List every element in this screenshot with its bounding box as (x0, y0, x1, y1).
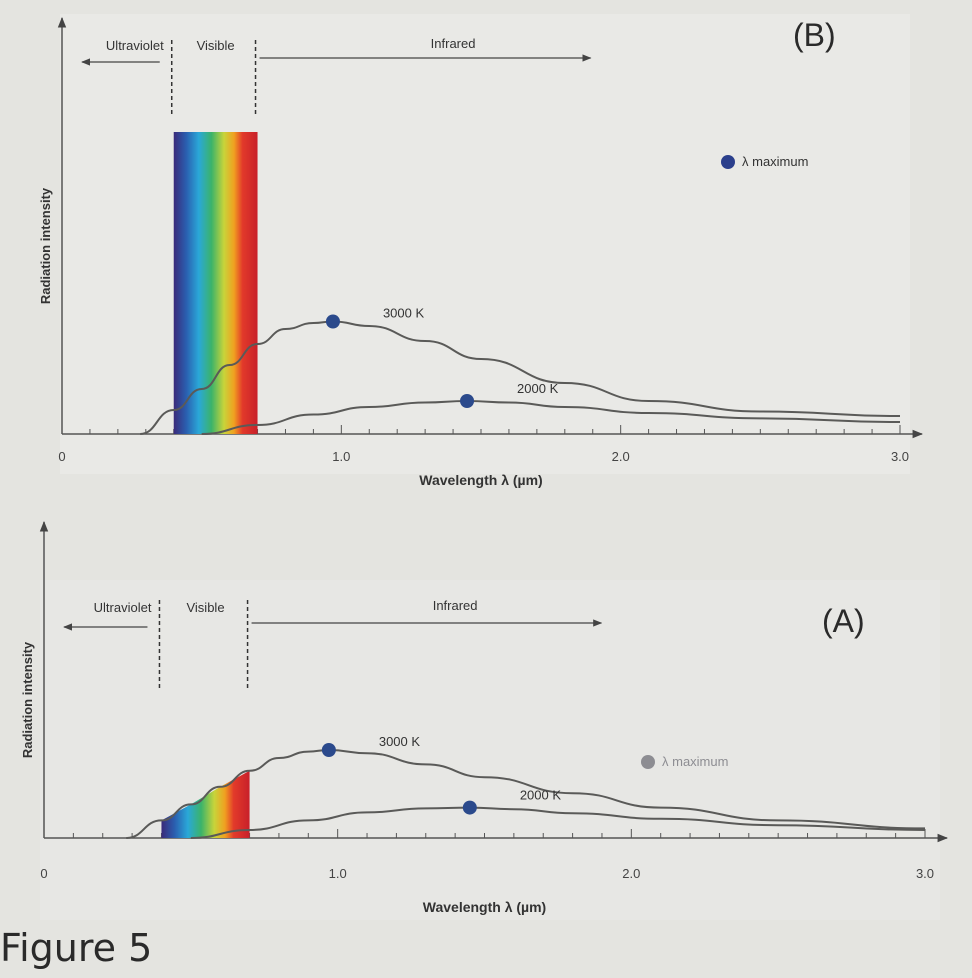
curve-2000k (201, 399, 901, 435)
x-tick-label: 0 (58, 449, 65, 464)
x-tick-label: 3.0 (891, 449, 909, 464)
legend-marker (641, 755, 655, 769)
region-label-visible: Visible (186, 600, 224, 615)
legend-marker (721, 155, 735, 169)
x-tick-label: 2.0 (612, 449, 630, 464)
curve-2000k (190, 806, 926, 839)
panel-b: 0 1.0 2.0 3.0 Wavelength λ (µm) Radiation int… (38, 16, 924, 488)
x-tick-label: 1.0 (329, 866, 347, 881)
visible-spectrum-band (173, 132, 258, 434)
x-tick-label: 3.0 (916, 866, 934, 881)
panel-label: (A) (822, 603, 865, 639)
series-label-3000k: 3000 K (379, 734, 421, 749)
peak-marker-2000k (462, 800, 477, 815)
series-label-2000k: 2000 K (517, 381, 559, 396)
curve-3000k (126, 748, 926, 839)
series-label-3000k: 3000 K (383, 306, 425, 321)
region-label-infrared: Infrared (433, 598, 478, 613)
region-label-visible: Visible (197, 38, 235, 53)
panel-label: (B) (793, 17, 836, 53)
x-tick-label: 0 (40, 866, 47, 881)
legend-label: λ maximum (662, 754, 728, 769)
region-label-infrared: Infrared (431, 36, 476, 51)
curve-3000k (140, 320, 901, 435)
legend-label: λ maximum (742, 154, 808, 169)
x-tick-label: 1.0 (332, 449, 350, 464)
figure-caption: Figure 5 (0, 926, 153, 970)
x-axis-label: Wavelength λ (µm) (423, 899, 546, 915)
peak-marker-2000k (460, 394, 475, 408)
peak-marker-3000k (325, 314, 340, 329)
peak-marker-3000k (321, 743, 336, 757)
visible-spectrum-area (161, 770, 250, 838)
panel-a: 0 1.0 2.0 3.0 Wavelength λ (µm) Radiation int… (20, 520, 949, 915)
x-tick-label: 2.0 (622, 866, 640, 881)
region-label-ultraviolet: Ultraviolet (94, 600, 152, 615)
panel-a-background (40, 580, 940, 920)
y-axis-label: Radiation intensity (38, 187, 53, 304)
x-axis-label: Wavelength λ (µm) (419, 472, 542, 488)
series-label-2000k: 2000 K (520, 788, 562, 803)
y-axis-label: Radiation intensity (20, 641, 35, 758)
region-label-ultraviolet: Ultraviolet (106, 38, 164, 53)
